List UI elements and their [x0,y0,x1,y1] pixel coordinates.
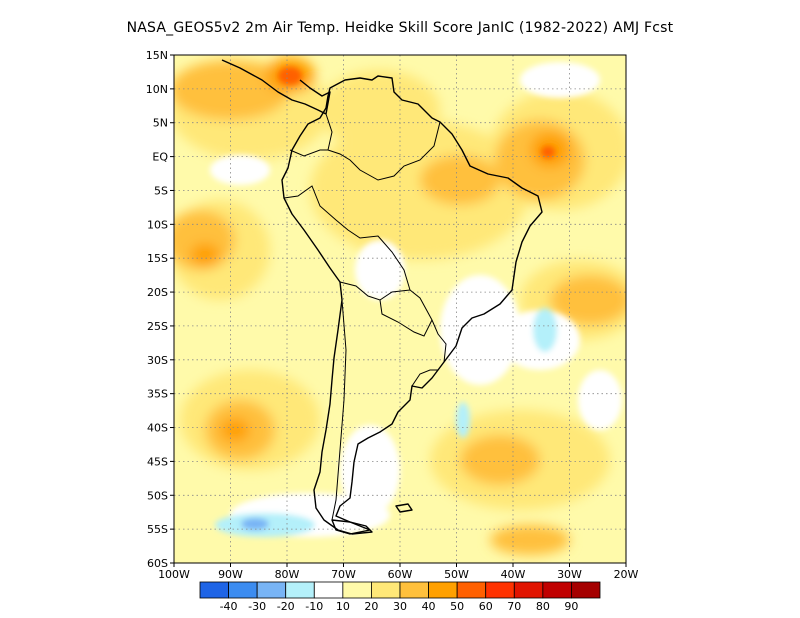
colorbar [199,581,601,599]
colorbar-swatch [371,581,401,599]
lat-label: 35S [147,388,168,401]
central-america-coast [221,59,331,115]
colorbar-label: 60 [479,600,493,613]
lat-label: 5S [154,184,168,197]
lon-label: 70W [331,568,356,581]
colorbar-label: 30 [393,600,407,613]
colorbar-swatch [542,581,572,599]
colorbar-label: 40 [422,600,436,613]
coastlines [221,59,543,535]
grid-lines [174,55,626,563]
lon-label: 60W [388,568,413,581]
lat-label: EQ [152,151,168,164]
lat-label: 45S [147,455,168,468]
colorbar-swatch [313,581,344,599]
lat-label: 60S [147,557,168,570]
lon-label: 40W [501,568,526,581]
colorbar-labels: -40 -30 -20 -10 10 20 30 40 50 60 70 80 90 [220,600,579,613]
colorbar-swatch [199,581,229,599]
lat-label: 20S [147,286,168,299]
colorbar-swatch [285,581,315,599]
map-title: NASA_GEOS5v2 2m Air Temp. Heidke Skill S… [126,20,674,36]
colorbar-label: 20 [364,600,378,613]
country-borders [283,113,447,521]
lon-label: 90W [218,568,243,581]
lat-label: 40S [147,422,168,435]
lon-label: 80W [275,568,300,581]
colorbar-swatch [428,581,458,599]
lon-label: 30W [557,568,582,581]
lat-label: 10N [146,83,168,96]
latitude-labels: 15N 10N 5N EQ 5S 10S 15S 20S 25S 30S 35S 40S 45S 50S 5… [146,49,174,570]
colorbar-label: 80 [536,600,550,613]
colorbar-swatch [342,581,372,599]
lat-label: 15S [147,252,168,265]
colorbar-label: 70 [507,600,521,613]
colorbar-swatch [571,581,601,599]
lon-label: 100W [158,568,190,581]
colorbar-label: -20 [277,600,295,613]
colorbar-label: 90 [564,600,578,613]
colorbar-label: 50 [450,600,464,613]
falklands [395,503,413,513]
lon-label: 50W [444,568,469,581]
shaded-field [174,55,626,563]
colorbar-label: -40 [220,600,238,613]
colorbar-swatch [485,581,515,599]
longitude-labels: 100W 90W 80W 70W 60W 50W 40W 30W 20W [158,563,639,581]
colorbar-swatch [399,581,429,599]
colorbar-swatch [256,581,287,599]
tierra-del-fuego [331,519,371,535]
colorbar-swatch [456,581,487,599]
lat-label: 15N [146,49,168,62]
colorbar-swatch [228,581,258,599]
colorbar-label: 10 [336,600,350,613]
lat-label: 10S [147,218,168,231]
lat-label: 55S [147,523,168,536]
south-america-coast [281,75,543,535]
lat-label: 25S [147,320,168,333]
lat-label: 5N [153,117,168,130]
lat-label: 30S [147,354,168,367]
lat-label: 50S [147,489,168,502]
colorbar-label: -10 [305,600,323,613]
lon-label: 20W [614,568,639,581]
colorbar-swatch [513,581,544,599]
colorbar-label: -30 [248,600,266,613]
